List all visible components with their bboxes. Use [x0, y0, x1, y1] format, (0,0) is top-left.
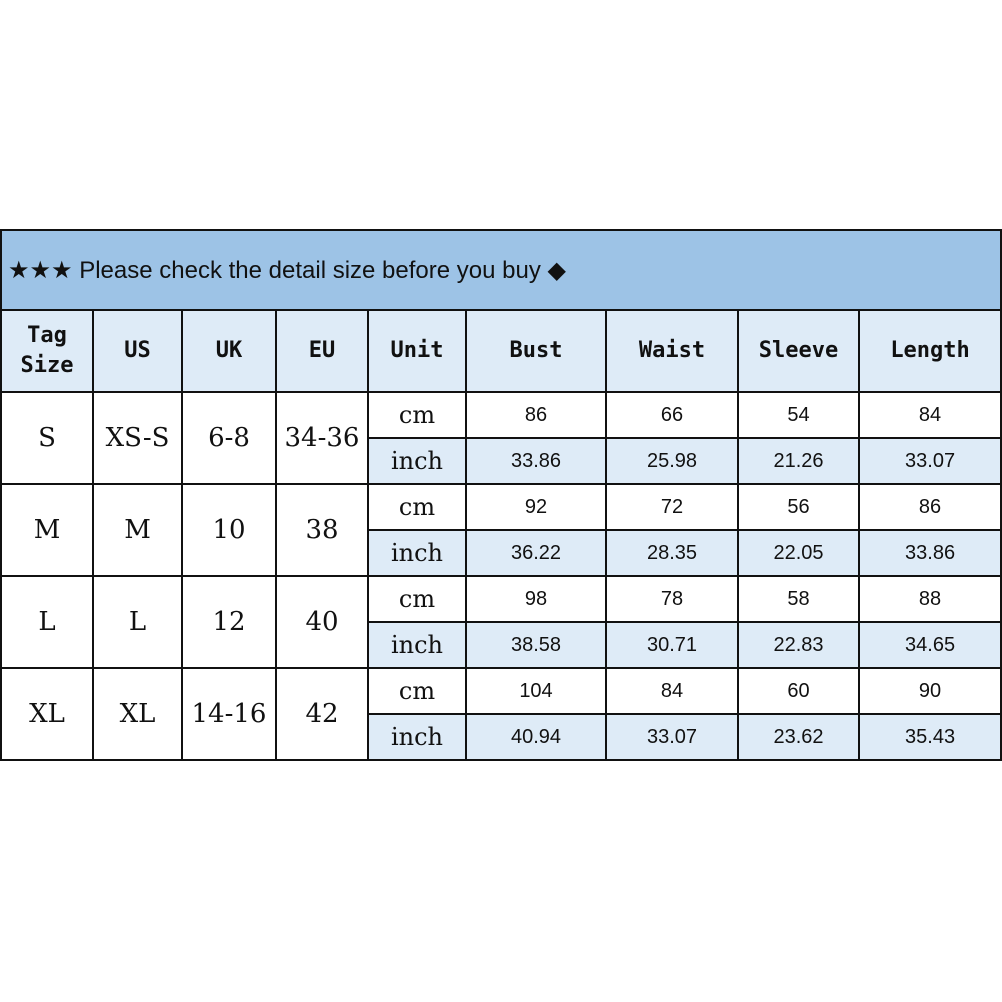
measure-cell: 40.94: [465, 713, 607, 761]
size-chart: ★★★ Please check the detail size before …: [0, 229, 1002, 761]
measure-cell: 86: [465, 391, 607, 439]
unit-cm: cm: [367, 483, 467, 531]
measure-cell: 84: [605, 667, 739, 715]
size-row-cm: M M 10 38 cm 92 72 56 86: [0, 483, 1002, 577]
header-eu: EU: [275, 309, 369, 393]
measure-cell: 58: [737, 575, 860, 623]
notice-text: Please check the detail size before you …: [79, 256, 541, 284]
unit-inch: inch: [367, 437, 467, 485]
unit-inch: inch: [367, 529, 467, 577]
eu-size: 34-36: [275, 391, 369, 485]
measure-cell: 36.22: [465, 529, 607, 577]
size-row-cm: S XS-S 6-8 34-36 cm 86 66 54 84: [0, 391, 1002, 485]
measure-cell: 54: [737, 391, 860, 439]
measure-cell: 92: [465, 483, 607, 531]
measure-cell: 98: [465, 575, 607, 623]
unit-inch: inch: [367, 621, 467, 669]
uk-size: 6-8: [181, 391, 277, 485]
stars-icon: ★★★: [8, 256, 73, 284]
size-row-cm: L L 12 40 cm 98 78 58 88: [0, 575, 1002, 669]
measure-cell: 34.65: [857, 621, 1002, 669]
unit-cm: cm: [367, 575, 467, 623]
tag-size: XL: [0, 667, 94, 761]
measure-cell: 60: [737, 667, 860, 715]
header-tag-size: Tag Size: [0, 309, 94, 393]
eu-size: 40: [275, 575, 369, 669]
us-size: M: [92, 483, 183, 577]
measure-cell: 78: [605, 575, 739, 623]
unit-cm: cm: [367, 667, 467, 715]
uk-size: 14-16: [181, 667, 277, 761]
header-sleeve: Sleeve: [737, 309, 860, 393]
size-row-inch: inch 40.94 33.07 23.62 35.43: [1, 713, 1002, 761]
header-waist: Waist: [605, 309, 739, 393]
measure-cell: 66: [605, 391, 739, 439]
uk-size: 12: [181, 575, 277, 669]
measure-cell: 33.86: [465, 437, 607, 485]
diamond-icon: ◆: [547, 256, 566, 284]
eu-size: 38: [275, 483, 369, 577]
measure-cell: 56: [737, 483, 860, 531]
measure-cell: 90: [857, 667, 1002, 715]
tag-size: S: [0, 391, 94, 485]
us-size: L: [92, 575, 183, 669]
measure-cell: 38.58: [465, 621, 607, 669]
measure-cell: 28.35: [605, 529, 739, 577]
size-row-cm: XL XL 14-16 42 cm 104 84 60 90: [0, 667, 1002, 761]
unit-cm: cm: [367, 391, 467, 439]
measure-cell: 33.07: [857, 437, 1002, 485]
measure-cell: 88: [857, 575, 1002, 623]
measure-cell: 86: [857, 483, 1002, 531]
header-row: Tag Size US UK EU Unit Bust Waist Sleeve …: [0, 309, 1002, 393]
unit-inch: inch: [367, 713, 467, 761]
measure-cell: 84: [857, 391, 1002, 439]
measure-cell: 33.07: [605, 713, 739, 761]
measure-cell: 33.86: [857, 529, 1002, 577]
measure-cell: 21.26: [737, 437, 860, 485]
us-size: XS-S: [92, 391, 183, 485]
notice-banner: ★★★ Please check the detail size before …: [0, 229, 1002, 311]
size-row-inch: inch 33.86 25.98 21.26 33.07: [1, 437, 1002, 485]
header-bust: Bust: [465, 309, 607, 393]
eu-size: 42: [275, 667, 369, 761]
measure-cell: 35.43: [857, 713, 1002, 761]
measure-cell: 30.71: [605, 621, 739, 669]
header-us: US: [92, 309, 183, 393]
measure-cell: 25.98: [605, 437, 739, 485]
tag-size: M: [0, 483, 94, 577]
size-table: ★★★ Please check the detail size before …: [0, 229, 1002, 761]
measure-cell: 23.62: [737, 713, 860, 761]
measure-cell: 22.05: [737, 529, 860, 577]
us-size: XL: [92, 667, 183, 761]
header-uk: UK: [181, 309, 277, 393]
header-length: Length: [857, 309, 1002, 393]
measure-cell: 104: [465, 667, 607, 715]
size-row-inch: inch 36.22 28.35 22.05 33.86: [1, 529, 1002, 577]
measure-cell: 22.83: [737, 621, 860, 669]
header-unit: Unit: [367, 309, 467, 393]
uk-size: 10: [181, 483, 277, 577]
measure-cell: 72: [605, 483, 739, 531]
size-row-inch: inch 38.58 30.71 22.83 34.65: [1, 621, 1002, 669]
tag-size: L: [0, 575, 94, 669]
